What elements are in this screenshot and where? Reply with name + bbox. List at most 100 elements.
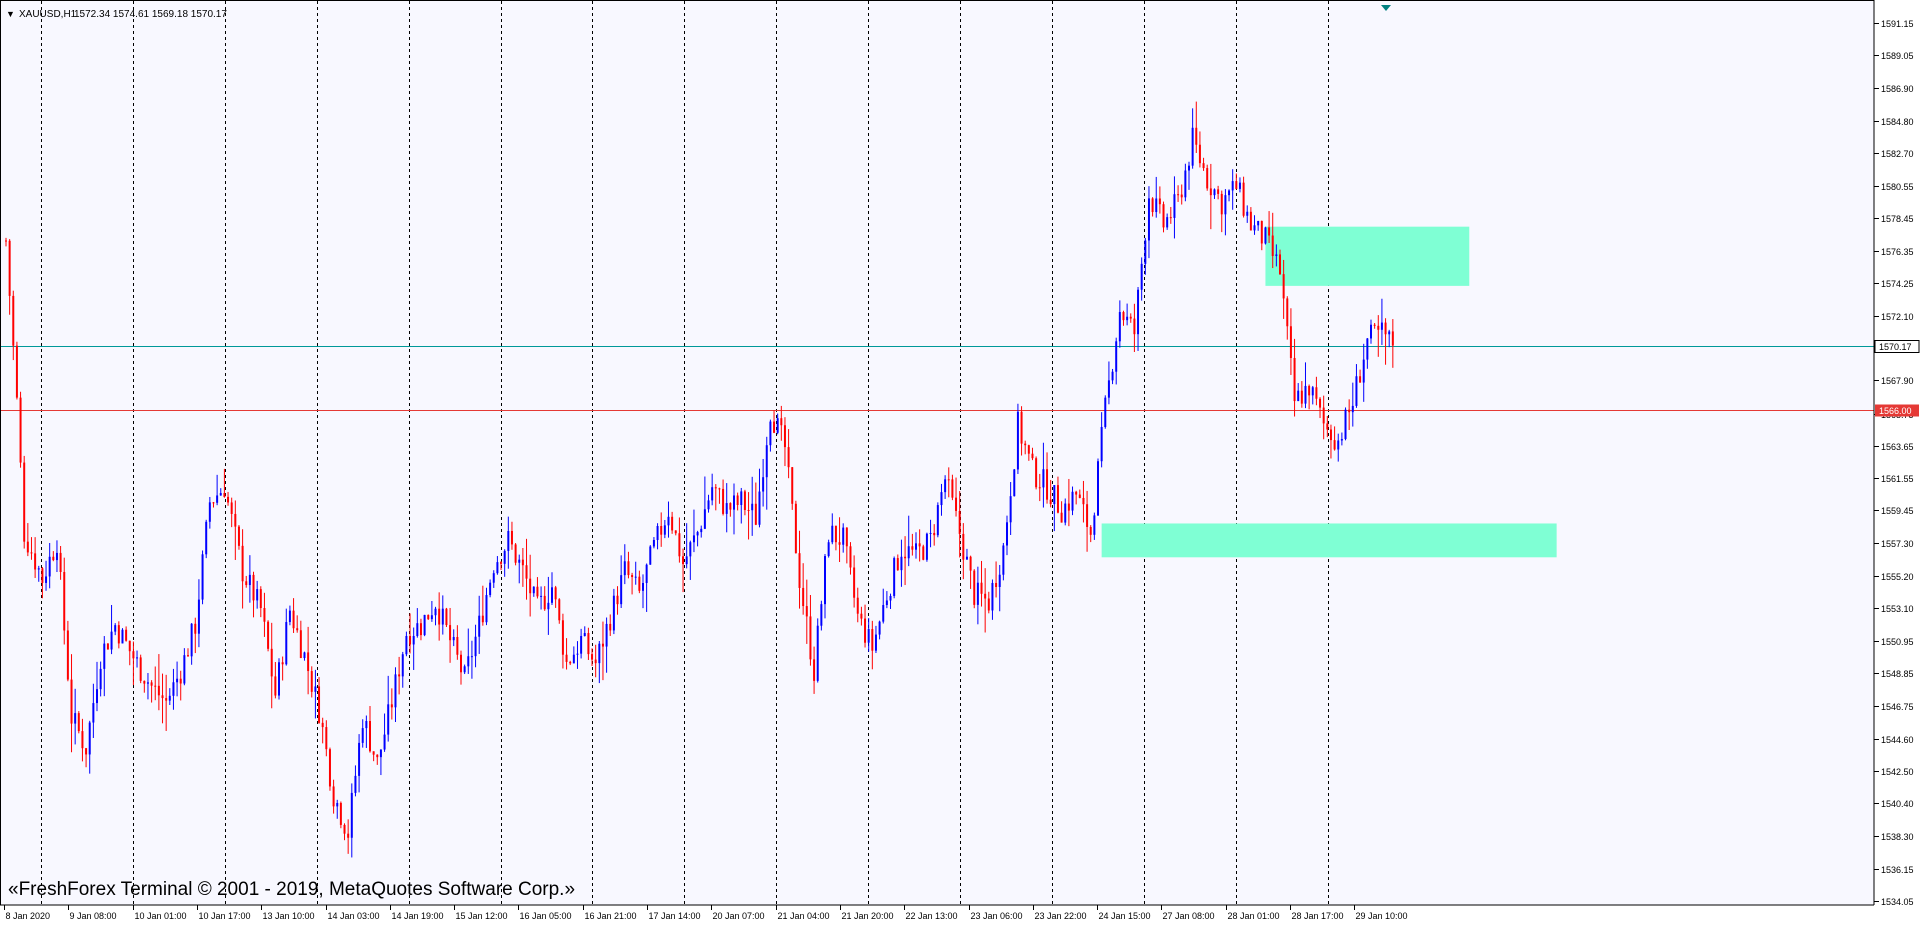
bull-candle-body bbox=[172, 682, 175, 696]
bull-candle-body bbox=[1366, 338, 1369, 360]
bear-candle-body bbox=[460, 654, 462, 673]
bull-candle-body bbox=[205, 521, 208, 555]
bear-candle-body bbox=[798, 553, 801, 588]
bull-candle-body bbox=[1144, 240, 1147, 264]
bear-candle-body bbox=[969, 556, 972, 571]
level-price-label: 1566.00 bbox=[1879, 406, 1912, 416]
bear-candle-body bbox=[813, 659, 816, 681]
bear-candle-body bbox=[150, 682, 153, 686]
bull-candle-body bbox=[99, 668, 102, 690]
bear-candle-body bbox=[19, 397, 22, 463]
bear-candle-body bbox=[587, 633, 590, 655]
bear-candle-body bbox=[911, 546, 914, 550]
bear-candle-body bbox=[1315, 387, 1318, 399]
bull-candle-body bbox=[1115, 341, 1118, 372]
bull-candle-body bbox=[1380, 322, 1383, 330]
bull-candle-body bbox=[394, 674, 397, 708]
bear-candle-body bbox=[1195, 127, 1198, 145]
price-tick-label: 1550.95 bbox=[1881, 637, 1914, 647]
bear-candle-body bbox=[918, 543, 921, 547]
bear-candle-body bbox=[85, 748, 88, 755]
bull-candle-body bbox=[401, 654, 404, 677]
bear-candle-body bbox=[809, 616, 812, 660]
bear-candle-body bbox=[955, 497, 958, 511]
bull-candle-body bbox=[176, 678, 179, 683]
time-tick-label: 23 Jan 06:00 bbox=[971, 911, 1023, 921]
bear-candle-body bbox=[674, 530, 677, 534]
bull-candle-body bbox=[1297, 390, 1300, 402]
price-tick-label: 1557.30 bbox=[1881, 539, 1914, 549]
bull-candle-body bbox=[762, 477, 765, 492]
bear-candle-body bbox=[860, 613, 863, 619]
price-tick-label: 1591.15 bbox=[1881, 19, 1914, 29]
bid-price-label: 1570.17 bbox=[1879, 342, 1912, 352]
bear-candle-body bbox=[26, 541, 29, 553]
bear-candle-body bbox=[310, 671, 313, 692]
bear-candle-body bbox=[500, 562, 503, 564]
bear-candle-body bbox=[984, 593, 987, 599]
bull-candle-body bbox=[1188, 165, 1190, 171]
bear-candle-body bbox=[922, 546, 925, 560]
time-tick-label: 28 Jan 17:00 bbox=[1292, 911, 1344, 921]
bull-candle-body bbox=[642, 582, 644, 591]
shift-marker-icon[interactable] bbox=[1381, 5, 1391, 11]
bull-candle-body bbox=[288, 610, 291, 623]
bull-candle-body bbox=[470, 656, 473, 658]
bull-candle-body bbox=[816, 625, 819, 681]
bear-candle-body bbox=[398, 674, 401, 677]
bull-candle-body bbox=[103, 643, 106, 669]
bull-candle-body bbox=[1264, 227, 1267, 244]
time-tick-label: 22 Jan 13:00 bbox=[906, 911, 958, 921]
bear-candle-body bbox=[1024, 443, 1027, 446]
bear-candle-body bbox=[1027, 445, 1030, 454]
bear-candle-body bbox=[12, 295, 15, 346]
bull-candle-body bbox=[769, 421, 772, 446]
time-tick-label: 10 Jan 17:00 bbox=[199, 911, 251, 921]
bull-candle-body bbox=[201, 554, 204, 600]
bull-candle-body bbox=[518, 559, 521, 563]
bear-candle-body bbox=[1326, 423, 1329, 430]
price-tick-label: 1538.30 bbox=[1881, 832, 1914, 842]
bull-candle-body bbox=[350, 792, 353, 838]
time-tick-label: 20 Jan 07:00 bbox=[713, 911, 765, 921]
bear-candle-body bbox=[63, 571, 66, 631]
bull-candle-body bbox=[96, 689, 98, 704]
price-tick-label: 1572.10 bbox=[1881, 312, 1914, 322]
bear-candle-body bbox=[1129, 316, 1132, 319]
bull-candle-body bbox=[547, 602, 550, 610]
bear-candle-body bbox=[849, 546, 852, 568]
bull-candle-body bbox=[965, 556, 968, 560]
bear-candle-body bbox=[259, 589, 262, 609]
menu-arrow-icon[interactable]: ▼ bbox=[6, 9, 15, 19]
bear-candle-body bbox=[125, 629, 128, 641]
bull-candle-body bbox=[740, 491, 743, 505]
bull-candle-body bbox=[412, 635, 415, 645]
bear-candle-body bbox=[427, 614, 430, 620]
bull-candle-body bbox=[551, 587, 553, 603]
bear-candle-body bbox=[1268, 227, 1271, 236]
bull-candle-body bbox=[1275, 254, 1278, 257]
bull-candle-body bbox=[197, 599, 200, 634]
bull-candle-body bbox=[434, 608, 437, 616]
bull-candle-body bbox=[1228, 190, 1231, 196]
bear-candle-body bbox=[230, 502, 233, 514]
price-tick-label: 1548.85 bbox=[1881, 669, 1914, 679]
bear-candle-body bbox=[445, 608, 448, 626]
price-labels: 1570.17 1566.00 bbox=[1874, 340, 1920, 417]
bull-candle-body bbox=[1002, 545, 1005, 575]
bull-candle-body bbox=[776, 418, 779, 433]
bull-candle-body bbox=[707, 500, 710, 510]
bear-candle-body bbox=[609, 623, 612, 631]
bear-candle-body bbox=[838, 542, 841, 545]
bull-candle-body bbox=[74, 713, 77, 724]
bear-candle-body bbox=[1060, 512, 1063, 523]
bear-candle-body bbox=[23, 462, 26, 542]
price-tick-label: 1542.50 bbox=[1881, 767, 1914, 777]
bull-candle-body bbox=[667, 516, 670, 526]
bear-candle-body bbox=[128, 640, 131, 652]
bear-candle-body bbox=[157, 685, 160, 696]
bull-candle-body bbox=[940, 492, 943, 506]
bull-candle-body bbox=[634, 576, 637, 578]
bull-candle-body bbox=[354, 775, 357, 793]
